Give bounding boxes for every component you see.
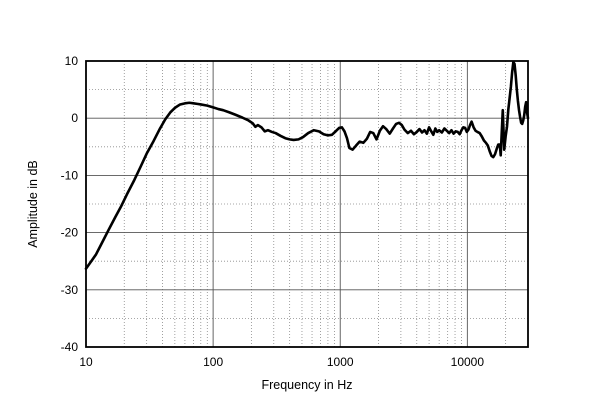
x-tick-label: 10 xyxy=(79,355,93,369)
plot-frame xyxy=(85,60,529,348)
y-tick-label: -10 xyxy=(61,168,79,182)
x-tick-labels: 10 100 1000 10000 xyxy=(79,355,484,369)
y-tick-label: 0 xyxy=(71,111,78,125)
x-tick-label: 1000 xyxy=(327,355,354,369)
response-curve xyxy=(84,60,530,270)
y-tick-labels: 10 0 -10 -20 -30 -40 xyxy=(61,54,79,354)
y-tick-label: -40 xyxy=(61,340,79,354)
y-axis-label: Amplitude in dB xyxy=(26,160,40,248)
minor-grid xyxy=(86,61,528,347)
x-tick-label: 100 xyxy=(203,355,223,369)
major-grid xyxy=(86,61,528,347)
y-tick-label: -20 xyxy=(61,226,79,240)
x-tick-label: 10000 xyxy=(451,355,485,369)
y-tick-label: -30 xyxy=(61,283,79,297)
x-axis-label: Frequency in Hz xyxy=(261,378,352,392)
y-tick-label: 10 xyxy=(65,54,79,68)
